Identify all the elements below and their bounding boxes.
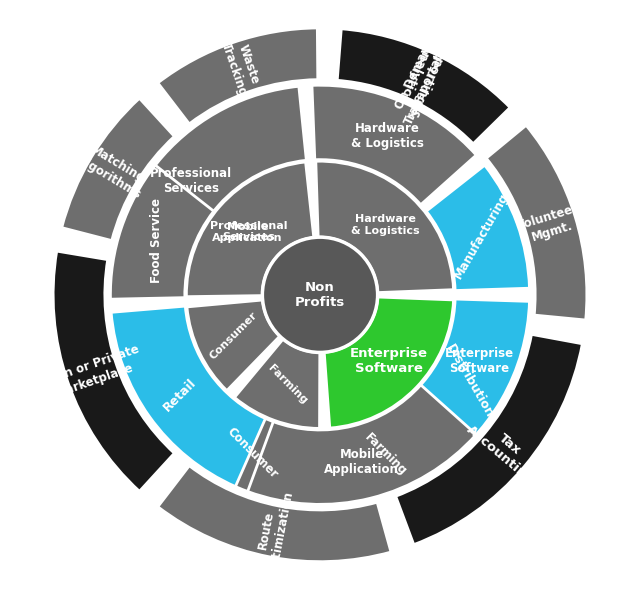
Text: Waste
Tracking: Waste Tracking <box>219 36 264 98</box>
Wedge shape <box>419 299 529 438</box>
Wedge shape <box>111 86 307 299</box>
Text: On Demand
Transportation: On Demand Transportation <box>388 26 455 127</box>
Wedge shape <box>248 385 476 504</box>
Wedge shape <box>186 162 314 297</box>
Text: Open or Private
Marketplace: Open or Private Marketplace <box>38 343 146 404</box>
Wedge shape <box>111 165 214 299</box>
Text: Hardware
& Logistics: Hardware & Logistics <box>351 122 424 150</box>
Text: Professional
Services: Professional Services <box>210 221 287 242</box>
Text: Food Service: Food Service <box>150 198 163 283</box>
Wedge shape <box>234 339 320 428</box>
Wedge shape <box>316 161 454 293</box>
Text: Distribution: Distribution <box>443 342 495 420</box>
Wedge shape <box>111 306 266 487</box>
Wedge shape <box>396 334 583 545</box>
Text: Non
Profits: Non Profits <box>295 281 345 309</box>
Text: Farming: Farming <box>266 363 309 406</box>
Text: Tax
Accounting: Tax Accounting <box>463 412 546 487</box>
Text: Hardware
& Logistics: Hardware & Logistics <box>351 214 420 235</box>
Text: Retail: Retail <box>161 376 198 414</box>
Text: Enterprise
Software: Enterprise Software <box>350 348 428 375</box>
Text: Route
Optimization: Route Optimization <box>252 487 296 576</box>
Wedge shape <box>312 85 476 205</box>
Circle shape <box>262 237 378 352</box>
Text: Farming: Farming <box>362 430 410 478</box>
Wedge shape <box>52 251 175 492</box>
Text: Consumer: Consumer <box>225 425 281 481</box>
Wedge shape <box>337 28 511 144</box>
Wedge shape <box>324 297 454 428</box>
Wedge shape <box>186 163 312 297</box>
Text: Enterprise
Software: Enterprise Software <box>445 347 514 375</box>
Wedge shape <box>157 28 318 124</box>
Wedge shape <box>391 299 529 473</box>
Text: Volunteer
Mgmt.: Volunteer Mgmt. <box>515 202 586 247</box>
Wedge shape <box>61 98 175 241</box>
Text: Mobile
Application: Mobile Application <box>324 448 399 476</box>
Wedge shape <box>486 125 588 320</box>
Text: Professional
Services: Professional Services <box>150 166 232 195</box>
Wedge shape <box>174 392 316 504</box>
Text: Consumer: Consumer <box>208 310 259 362</box>
Wedge shape <box>187 300 280 391</box>
Text: Manufacturing: Manufacturing <box>452 191 512 281</box>
Text: Mobile
Application: Mobile Application <box>212 222 282 244</box>
Wedge shape <box>157 466 392 562</box>
Wedge shape <box>337 28 511 144</box>
Wedge shape <box>324 394 463 504</box>
Wedge shape <box>426 165 529 290</box>
Text: Reporting &
Analytics: Reporting & Analytics <box>391 32 452 120</box>
Text: Matching
Algorithms: Matching Algorithms <box>75 140 152 201</box>
